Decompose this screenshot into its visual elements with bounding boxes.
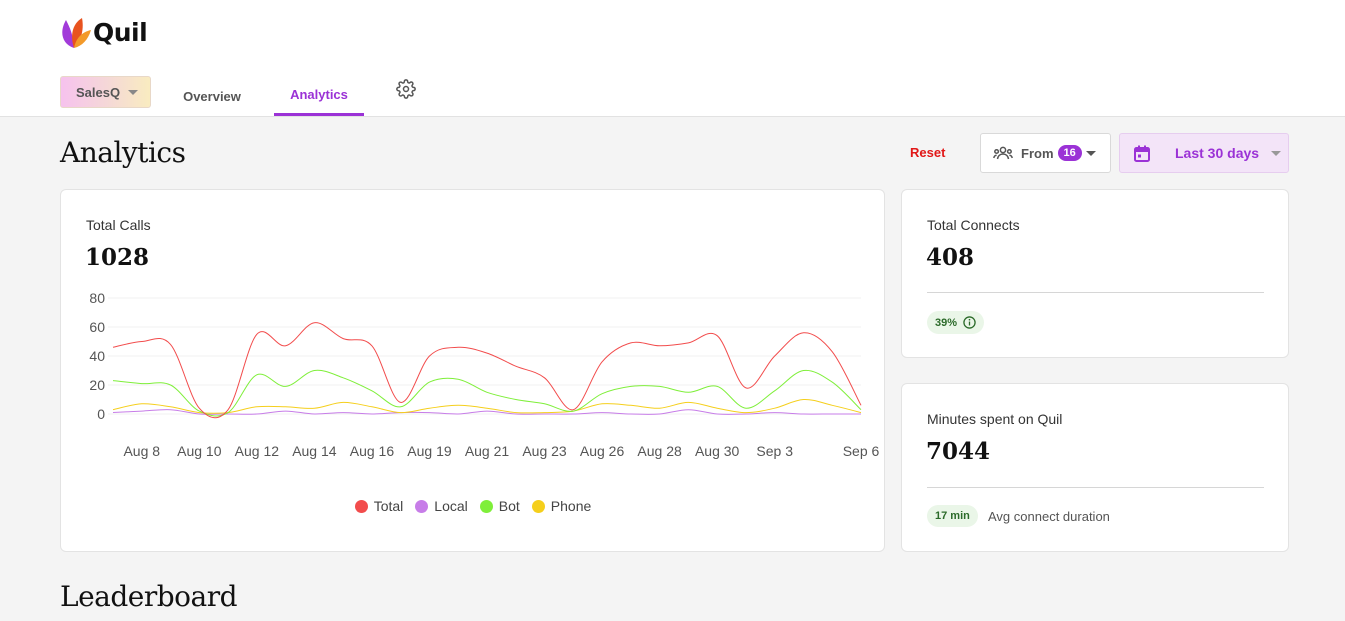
total-connects-card: Total Connects 408 39% — [901, 189, 1289, 358]
y-tick-label: 40 — [89, 348, 105, 364]
legend-label-bot: Bot — [498, 498, 520, 514]
total-connects-value: 408 — [926, 244, 975, 271]
chart-legend: Total Local Bot Phone — [61, 498, 885, 514]
x-tick-label: Aug 10 — [177, 443, 222, 459]
minutes-card: Minutes spent on Quil 7044 17 min Avg co… — [901, 383, 1289, 552]
calendar-icon — [1134, 145, 1150, 162]
tab-analytics[interactable]: Analytics — [274, 76, 364, 116]
minutes-label: Minutes spent on Quil — [927, 411, 1063, 427]
x-tick-label: Aug 23 — [522, 443, 567, 459]
workspace-selector[interactable]: SalesQ — [60, 76, 151, 108]
avg-duration-value: 17 min — [935, 510, 970, 522]
x-tick-label: Sep 6 — [843, 443, 880, 459]
series-line-local[interactable] — [112, 409, 861, 415]
legend-dot-bot — [479, 499, 493, 513]
gear-icon[interactable] — [396, 79, 416, 99]
calls-line-chart: 0 20 40 60 80 Aug 8 Aug 10 Aug 12 Aug 14 Aug 16 Au… — [89, 290, 880, 459]
legend-item-phone[interactable]: Phone — [531, 498, 592, 514]
legend-label-phone: Phone — [550, 498, 592, 514]
legend-label-total: Total — [373, 498, 404, 514]
tab-overview-label: Overview — [183, 88, 241, 104]
chevron-down-icon — [1085, 150, 1096, 156]
total-calls-label: Total Calls — [86, 217, 151, 233]
minutes-value: 7044 — [926, 438, 991, 465]
total-calls-card: Total Calls 1028 0 20 40 60 80 Aug 8 Aug 10 Aug… — [60, 189, 885, 552]
x-tick-label: Aug 28 — [637, 443, 682, 459]
legend-dot-phone — [531, 499, 545, 513]
series-line-total[interactable] — [112, 322, 862, 419]
x-tick-label: Aug 14 — [292, 443, 337, 459]
series-line-phone[interactable] — [112, 398, 862, 414]
info-icon[interactable] — [963, 316, 976, 329]
from-filter-button[interactable]: From 16 — [980, 133, 1111, 173]
tab-analytics-label: Analytics — [290, 87, 348, 102]
x-tick-label: Aug 19 — [407, 443, 452, 459]
x-tick-label: Aug 21 — [465, 443, 510, 459]
y-tick-label: 20 — [89, 377, 105, 393]
date-range-button[interactable]: Last 30 days — [1119, 133, 1289, 173]
x-tick-label: Aug 30 — [695, 443, 740, 459]
reset-button[interactable]: Reset — [910, 145, 946, 160]
connect-rate-badge: 39% — [927, 311, 985, 334]
legend-item-bot[interactable]: Bot — [479, 498, 520, 514]
connect-rate-value: 39% — [935, 316, 958, 329]
chevron-down-icon — [128, 89, 139, 95]
leaderboard-title: Leaderboard — [60, 580, 238, 613]
series-line-bot[interactable] — [112, 369, 862, 417]
x-tick-label: Aug 26 — [580, 443, 625, 459]
users-icon — [993, 146, 1013, 160]
total-calls-value: 1028 — [85, 244, 150, 271]
x-tick-label: Aug 8 — [123, 443, 160, 459]
tab-overview[interactable]: Overview — [172, 76, 252, 116]
page-title: Analytics — [60, 136, 186, 169]
logo-text: Quil — [93, 17, 148, 47]
legend-dot-total — [354, 499, 368, 513]
x-tick-label: Aug 16 — [350, 443, 395, 459]
legend-item-local[interactable]: Local — [415, 498, 468, 514]
total-connects-label: Total Connects — [927, 217, 1020, 233]
legend-item-total[interactable]: Total — [354, 498, 404, 514]
legend-dot-local — [415, 499, 429, 513]
divider — [927, 292, 1264, 293]
from-filter-label: From — [1021, 145, 1054, 161]
quil-logo-icon — [62, 18, 91, 48]
legend-label-local: Local — [434, 498, 468, 514]
y-tick-label: 80 — [89, 290, 105, 306]
chevron-down-icon — [1271, 150, 1281, 156]
avg-duration-label: Avg connect duration — [988, 509, 1110, 524]
y-tick-label: 60 — [89, 319, 105, 335]
from-count-badge: 16 — [1057, 145, 1082, 161]
x-tick-label: Aug 12 — [235, 443, 280, 459]
x-tick-label: Sep 3 — [756, 443, 793, 459]
avg-duration-badge: 17 min — [927, 505, 978, 527]
logo[interactable]: Quil — [60, 14, 148, 50]
workspace-label: SalesQ — [76, 84, 121, 100]
y-tick-label: 0 — [97, 406, 105, 422]
date-range-label: Last 30 days — [1175, 145, 1259, 161]
top-bar: Quil SalesQ Overview Analytics — [0, 0, 1345, 117]
divider — [927, 487, 1264, 488]
